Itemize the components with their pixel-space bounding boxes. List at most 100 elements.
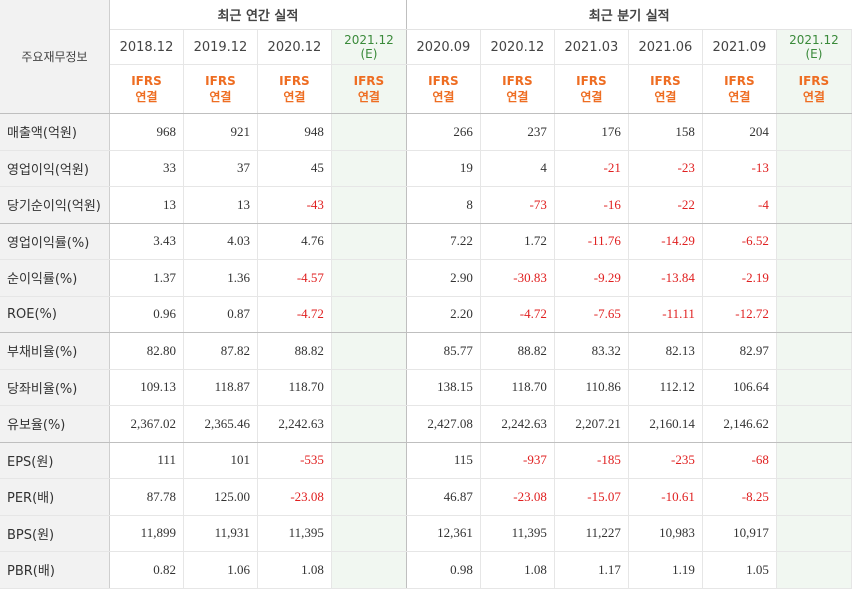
annual-value-cell: 87.82 bbox=[183, 332, 258, 370]
quarterly-value-cell: 2.20 bbox=[406, 296, 481, 333]
quarterly-value-cell: -4.72 bbox=[480, 296, 555, 333]
quarterly-value-cell: -4 bbox=[702, 186, 777, 224]
table-row: EPS(원) 111 101 -535 115 -937 -185 -235 -68 bbox=[0, 442, 852, 479]
table-row: BPS(원) 11,899 11,931 11,395 12,361 11,395 11,2… bbox=[0, 515, 852, 552]
quarterly-value-cell: 176 bbox=[554, 113, 629, 151]
annual-value-cell: 101 bbox=[183, 442, 258, 479]
period-header: 2021.03 bbox=[554, 29, 629, 65]
annual-results-header: 최근 연간 실적 bbox=[109, 0, 407, 30]
row-label: 매출액(억원) bbox=[0, 113, 110, 151]
annual-value-cell bbox=[331, 551, 407, 589]
quarterly-value-cell: -185 bbox=[554, 442, 629, 479]
ifrs-label: IFRS bbox=[798, 74, 830, 88]
quarterly-value-cell: 12,361 bbox=[406, 515, 481, 552]
consolidated-label: 연결 bbox=[654, 90, 677, 104]
annual-value-cell: 4.03 bbox=[183, 223, 258, 260]
annual-value-cell: 1.37 bbox=[109, 259, 184, 297]
annual-value-cell: 125.00 bbox=[183, 478, 258, 516]
quarterly-value-cell: -13 bbox=[702, 150, 777, 187]
ifrs-label: IFRS bbox=[576, 74, 607, 88]
annual-value-cell bbox=[331, 296, 407, 333]
annual-value-cell: 33 bbox=[109, 150, 184, 187]
annual-value-cell: 82.80 bbox=[109, 332, 184, 370]
annual-value-cell: 2,242.63 bbox=[257, 405, 332, 443]
quarterly-value-cell: 82.13 bbox=[628, 332, 703, 370]
quarterly-value-cell: 237 bbox=[480, 113, 555, 151]
ifrs-consolidated-label: IFRS 연결 bbox=[776, 64, 852, 114]
annual-value-cell: 948 bbox=[257, 113, 332, 151]
annual-value-cell: -4.57 bbox=[257, 259, 332, 297]
quarterly-value-cell: -937 bbox=[480, 442, 555, 479]
row-label: 부채비율(%) bbox=[0, 332, 110, 370]
quarterly-value-cell: 106.64 bbox=[702, 369, 777, 406]
quarterly-value-cell: 8 bbox=[406, 186, 481, 224]
quarterly-value-cell: -73 bbox=[480, 186, 555, 224]
period-header: 2019.12 bbox=[183, 29, 258, 65]
quarterly-value-cell bbox=[776, 369, 852, 406]
annual-value-cell: 109.13 bbox=[109, 369, 184, 406]
quarterly-value-cell: -30.83 bbox=[480, 259, 555, 297]
consolidated-label: 연결 bbox=[728, 90, 751, 104]
quarterly-value-cell: 83.32 bbox=[554, 332, 629, 370]
table-row: PER(배) 87.78 125.00 -23.08 46.87 -23.08 -15.07… bbox=[0, 478, 852, 516]
estimate-period-header: 2021.12 (E) bbox=[776, 29, 852, 65]
quarterly-value-cell: 88.82 bbox=[480, 332, 555, 370]
consolidated-label: 연결 bbox=[802, 90, 825, 104]
quarterly-value-cell bbox=[776, 515, 852, 552]
quarterly-value-cell: 19 bbox=[406, 150, 481, 187]
ifrs-consolidated-label: IFRS 연결 bbox=[257, 64, 332, 114]
quarterly-value-cell: -11.76 bbox=[554, 223, 629, 260]
quarterly-value-cell: -11.11 bbox=[628, 296, 703, 333]
quarterly-value-cell bbox=[776, 186, 852, 224]
annual-value-cell: -43 bbox=[257, 186, 332, 224]
annual-value-cell: 45 bbox=[257, 150, 332, 187]
period-header: 2020.12 bbox=[257, 29, 332, 65]
quarterly-value-cell: 7.22 bbox=[406, 223, 481, 260]
quarterly-value-cell: 82.97 bbox=[702, 332, 777, 370]
quarterly-value-cell: 1.05 bbox=[702, 551, 777, 589]
consolidated-label: 연결 bbox=[580, 90, 603, 104]
estimate-mark: (E) bbox=[360, 47, 378, 61]
quarterly-results-header: 최근 분기 실적 bbox=[406, 0, 852, 30]
annual-value-cell: 118.87 bbox=[183, 369, 258, 406]
quarterly-value-cell: 2.90 bbox=[406, 259, 481, 297]
quarterly-value-cell: 4 bbox=[480, 150, 555, 187]
quarterly-value-cell: 11,227 bbox=[554, 515, 629, 552]
annual-value-cell: 921 bbox=[183, 113, 258, 151]
period-header: 2021.06 bbox=[628, 29, 703, 65]
annual-value-cell: 2,367.02 bbox=[109, 405, 184, 443]
annual-value-cell: 11,395 bbox=[257, 515, 332, 552]
quarterly-value-cell: 1.72 bbox=[480, 223, 555, 260]
estimate-mark: (E) bbox=[805, 47, 823, 61]
quarterly-value-cell: -16 bbox=[554, 186, 629, 224]
quarterly-value-cell bbox=[776, 150, 852, 187]
quarterly-value-cell bbox=[776, 332, 852, 370]
consolidated-label: 연결 bbox=[506, 90, 529, 104]
annual-value-cell bbox=[331, 113, 407, 151]
consolidated-label: 연결 bbox=[135, 90, 158, 104]
table-row: 유보율(%) 2,367.02 2,365.46 2,242.63 2,427.08 2,… bbox=[0, 405, 852, 443]
annual-value-cell bbox=[331, 259, 407, 297]
annual-value-cell: 1.06 bbox=[183, 551, 258, 589]
consolidated-label: 연결 bbox=[432, 90, 455, 104]
quarterly-value-cell bbox=[776, 405, 852, 443]
annual-value-cell: 1.36 bbox=[183, 259, 258, 297]
ifrs-consolidated-label: IFRS 연결 bbox=[109, 64, 184, 114]
annual-value-cell bbox=[331, 186, 407, 224]
period-header: 2020.09 bbox=[406, 29, 481, 65]
annual-value-cell: 4.76 bbox=[257, 223, 332, 260]
annual-value-cell: 118.70 bbox=[257, 369, 332, 406]
row-label: 순이익률(%) bbox=[0, 259, 110, 297]
annual-value-cell: 1.08 bbox=[257, 551, 332, 589]
estimate-period-header: 2021.12 (E) bbox=[331, 29, 407, 65]
quarterly-value-cell: 2,427.08 bbox=[406, 405, 481, 443]
estimate-period: 2021.12 bbox=[789, 33, 839, 47]
quarterly-value-cell: -13.84 bbox=[628, 259, 703, 297]
quarterly-value-cell: 110.86 bbox=[554, 369, 629, 406]
ifrs-label: IFRS bbox=[353, 74, 385, 88]
ifrs-consolidated-label: IFRS 연결 bbox=[331, 64, 407, 114]
table-row: 순이익률(%) 1.37 1.36 -4.57 2.90 -30.83 -9.29 -13.8… bbox=[0, 259, 852, 297]
quarterly-value-cell: -235 bbox=[628, 442, 703, 479]
ifrs-label: IFRS bbox=[724, 74, 755, 88]
quarterly-value-cell: -9.29 bbox=[554, 259, 629, 297]
